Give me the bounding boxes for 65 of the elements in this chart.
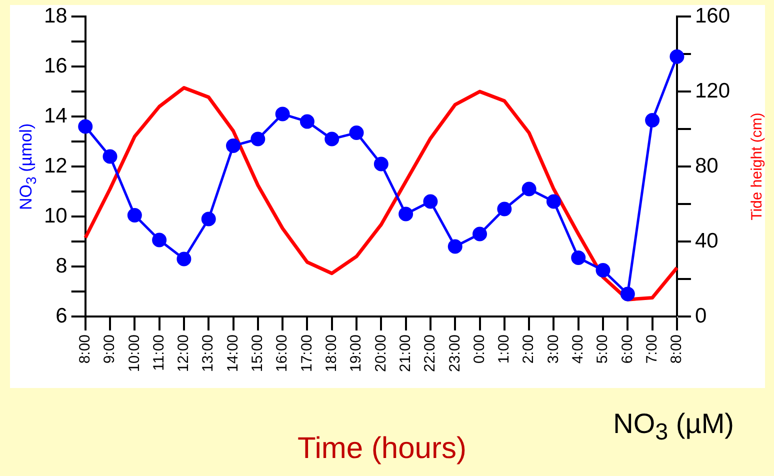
- x-tick-label: 16:00: [274, 334, 291, 372]
- x-tick-label: 8:00: [76, 334, 94, 364]
- x-tick-label: 5:00: [594, 334, 612, 364]
- x-tick-label: 9:00: [101, 334, 118, 364]
- x-tick-label: 12:00: [175, 334, 192, 372]
- y2-tick-label: 80: [694, 154, 718, 178]
- point: [78, 119, 93, 134]
- point: [497, 202, 512, 216]
- point: [349, 126, 364, 140]
- x-tick-label: 23:00: [446, 334, 464, 372]
- y2-axis-title: Tide height (cm): [748, 112, 766, 220]
- point: [250, 132, 266, 146]
- point: [275, 106, 290, 122]
- x-tick-label: 2:00: [520, 334, 538, 364]
- y-tick-label: 6: [56, 304, 68, 328]
- x-tick-label: 14:00: [224, 334, 242, 372]
- x-tick-label: 4:00: [570, 334, 586, 364]
- point: [645, 113, 660, 128]
- x-tick-label: 6:00: [618, 334, 636, 364]
- x-tick-label: 18:00: [323, 334, 340, 372]
- x-tick-label: 7:00: [643, 334, 660, 364]
- point: [226, 138, 241, 154]
- x-tick-label: 19:00: [348, 334, 365, 372]
- y-tick-label: 18: [44, 4, 68, 28]
- y2-tick-label: 120: [694, 79, 730, 102]
- point: [374, 156, 388, 172]
- x-tick-label: 8:00: [668, 334, 686, 364]
- y2-tick-label: 40: [694, 229, 718, 252]
- point: [522, 182, 536, 196]
- point: [423, 194, 438, 209]
- point: [620, 286, 635, 302]
- y2-tick-label: 160: [694, 4, 730, 28]
- point: [546, 194, 561, 209]
- point: [472, 226, 488, 242]
- point: [152, 232, 167, 248]
- y-tick-label: 8: [56, 254, 68, 278]
- point: [300, 114, 314, 129]
- y-tick-label: 16: [44, 54, 68, 78]
- x-tick-label: 10:00: [126, 334, 143, 372]
- x-tick-label: 1:00: [496, 334, 513, 364]
- x-tick-label: 20:00: [372, 334, 390, 372]
- x-tick-label: 15:00: [249, 334, 266, 372]
- point: [176, 252, 192, 266]
- x-tick-label: 0:00: [470, 334, 488, 364]
- point: [571, 250, 586, 265]
- x-tick-label: 11:00: [150, 334, 168, 371]
- point: [670, 49, 684, 64]
- x-tick-label: 21:00: [396, 334, 414, 372]
- y-tick-label: 10: [44, 204, 68, 228]
- point: [201, 212, 216, 226]
- y-tick-label: 12: [44, 154, 68, 178]
- text: NO$_{3}$ (µM): [613, 408, 734, 446]
- point: [102, 149, 118, 164]
- y2-tick-label: 0: [694, 304, 707, 328]
- x-axis-title: Time (hours): [298, 432, 466, 465]
- x-tick-label: 17:00: [298, 334, 316, 372]
- x-tick-label: 22:00: [422, 334, 439, 372]
- y-tick-label: 14: [44, 104, 68, 128]
- x-tick-label: 13:00: [200, 334, 217, 372]
- point: [324, 132, 340, 146]
- point: [127, 208, 142, 223]
- point: [398, 206, 414, 222]
- point: [448, 239, 462, 254]
- point: [596, 262, 610, 278]
- x-tick-label: 3:00: [544, 334, 562, 364]
